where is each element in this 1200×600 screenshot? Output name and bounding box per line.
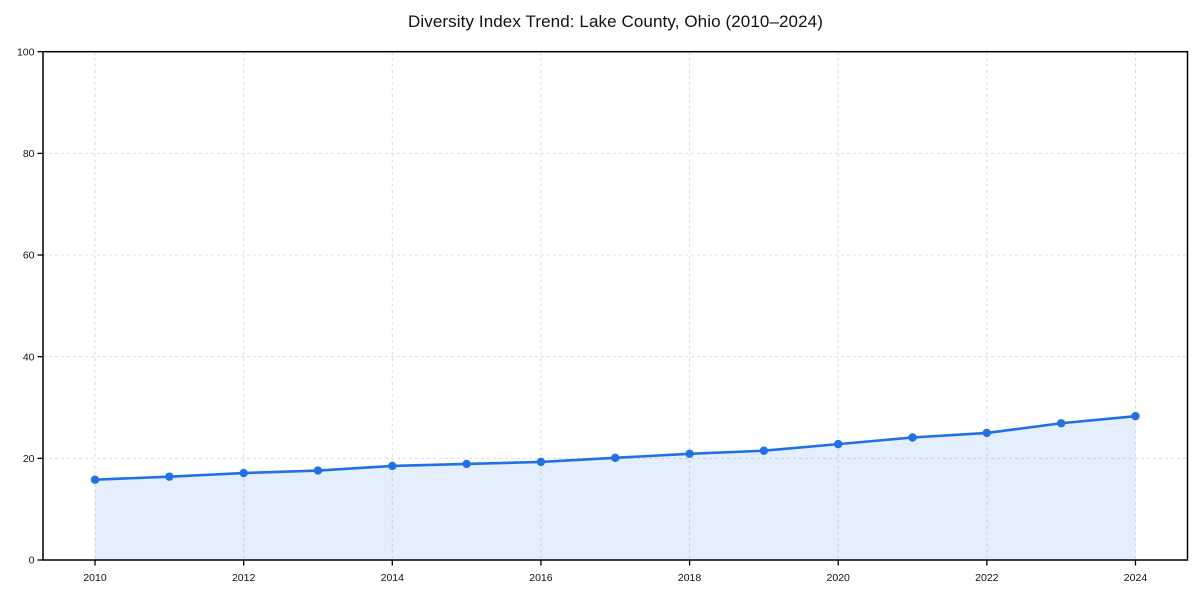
data-point-marker [388,461,397,471]
x-tick-label: 2022 [975,572,999,584]
data-point-marker [462,459,471,469]
x-tick-label: 2014 [381,572,405,584]
chart-title: Diversity Index Trend: Lake County, Ohio… [407,12,823,31]
data-point-marker [239,468,248,478]
x-tick-label: 2010 [83,572,107,584]
y-tick-label: 0 [29,555,35,567]
data-point-marker [536,457,546,467]
y-tick-label: 60 [23,250,35,262]
x-tick-label: 2016 [529,572,553,584]
data-point-marker [611,453,620,463]
data-point-marker [834,439,843,449]
data-point-marker [908,433,917,442]
data-point-marker [1131,411,1140,421]
x-tick-label: 2012 [232,572,256,584]
y-tick-label: 40 [23,351,35,363]
axes-spines [42,50,1189,561]
y-tick-label: 20 [23,453,35,465]
data-point-marker [1056,419,1066,428]
y-tick-label: 100 [17,46,35,58]
data-point-marker [759,446,769,455]
x-tick-label: 2018 [678,572,702,584]
data-point-marker [982,428,992,438]
data-point-marker [165,472,174,481]
data-point-marker [90,475,100,484]
x-tick-label: 2020 [827,572,851,584]
data-point-marker [313,466,323,475]
x-tick-label: 2024 [1124,572,1148,584]
y-tick-label: 80 [23,148,35,160]
area-fill [95,416,1136,560]
data-point-marker [685,449,694,458]
